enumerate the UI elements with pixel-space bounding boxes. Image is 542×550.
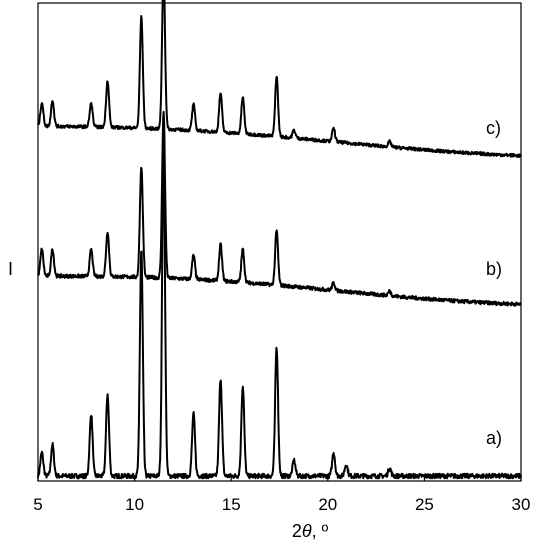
series-line xyxy=(37,0,522,158)
series-group: a) xyxy=(37,146,522,480)
plot-frame xyxy=(37,2,522,482)
series-group: c) xyxy=(37,0,522,158)
x-tick-label: 5 xyxy=(33,495,42,514)
x-axis-label: 2θ, º xyxy=(292,521,329,541)
series-layer: a) b) c) xyxy=(37,0,522,480)
x-tick-label: 25 xyxy=(415,495,434,514)
series-label: a) xyxy=(486,428,502,448)
series-line xyxy=(37,110,522,307)
series-group: b) xyxy=(37,110,522,307)
x-tick-label: 30 xyxy=(512,495,531,514)
x-tick-label: 10 xyxy=(125,495,144,514)
x-axis-ticks: 5 10 15 20 25 30 xyxy=(33,475,530,514)
series-label: b) xyxy=(486,259,502,279)
x-tick-label: 20 xyxy=(318,495,337,514)
series-label: c) xyxy=(486,118,501,138)
series-line xyxy=(37,146,522,480)
x-tick-label: 15 xyxy=(222,495,241,514)
y-axis-label: I xyxy=(8,259,13,279)
